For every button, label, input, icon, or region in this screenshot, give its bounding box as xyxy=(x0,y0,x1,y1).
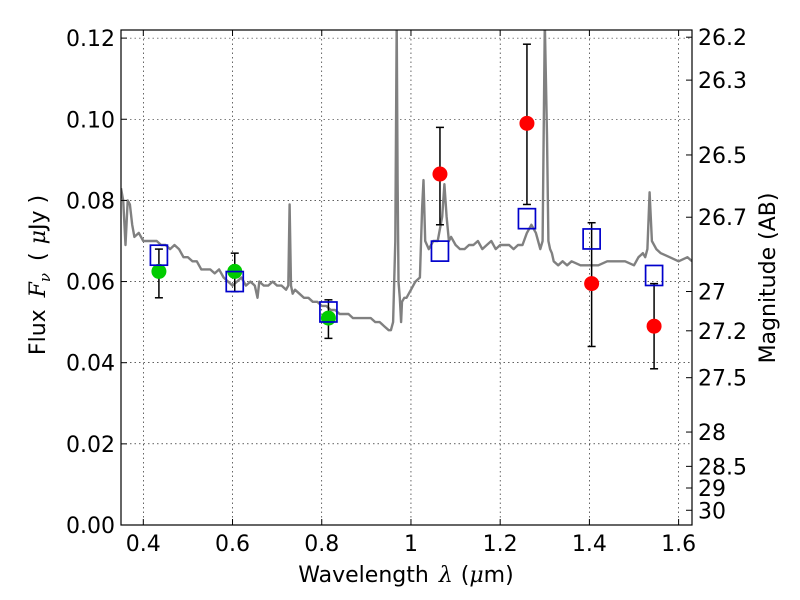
y2-tick-label: 26.5 xyxy=(698,144,747,169)
x-tick-label: 0.8 xyxy=(304,532,339,557)
model-synthetic-point xyxy=(517,207,537,230)
grid xyxy=(121,30,692,526)
x-tick-label: 0.6 xyxy=(215,532,250,557)
model-synthetic-point xyxy=(149,244,169,267)
model-synthetic-point xyxy=(644,264,664,287)
y2-tick-label: 27 xyxy=(698,281,726,306)
x-tick-label: 1 xyxy=(404,532,418,557)
y2-tick-label: 27.2 xyxy=(698,320,747,345)
y-tick-label: 0.04 xyxy=(66,352,115,377)
y-axis-label-unit-rest: Jy ) xyxy=(26,195,51,232)
model-synthetic-point xyxy=(430,240,450,262)
y2-tick-label: 26.2 xyxy=(698,26,747,51)
x-axis-label-unit-mu: μ xyxy=(469,563,483,588)
observed-red-point xyxy=(519,115,535,131)
y2-tick-label: 29 xyxy=(698,477,726,502)
x-tick-label: 1.4 xyxy=(572,532,607,557)
x-axis-label-unit-rest: m) xyxy=(484,563,514,588)
observed-red-point xyxy=(584,276,600,292)
y-tick-label: 0.08 xyxy=(66,189,115,214)
x-tick-label: 1.6 xyxy=(661,532,696,557)
x-tick-label: 0.4 xyxy=(126,532,161,557)
x-axis-label: Wavelength λ (μm) xyxy=(298,563,513,588)
y-axis-label-nu: ν xyxy=(36,273,54,282)
model-synthetic-point xyxy=(225,270,245,293)
y-axis-label-text: Flux xyxy=(26,309,51,355)
plot-frame xyxy=(120,29,693,526)
observed-green-point xyxy=(151,263,167,279)
y-tick-label: 0.12 xyxy=(66,27,115,52)
model-synthetic-point xyxy=(319,301,338,323)
plot-area xyxy=(121,30,692,370)
y-tick-label: 0.10 xyxy=(66,108,115,133)
y2-tick-label: 26.3 xyxy=(698,69,747,94)
x-axis-label-lambda: λ xyxy=(438,563,453,588)
y-tick-label: 0.00 xyxy=(66,514,115,539)
model-spectrum-line xyxy=(121,30,692,332)
y2-tick-label: 28 xyxy=(698,421,726,446)
x-axis-label-text: Wavelength xyxy=(298,563,429,588)
observed-green-point xyxy=(320,310,336,326)
y2-tick-label: 27.5 xyxy=(698,367,747,392)
y-tick-label: 0.02 xyxy=(66,433,115,458)
y2-axis-label: Magnitude (AB) xyxy=(756,193,781,364)
y-axis-label-F: F xyxy=(26,281,51,298)
x-tick-label: 1.2 xyxy=(483,532,518,557)
observed-red-point xyxy=(646,318,662,334)
y-axis-label: Flux Fν ( μJy ) xyxy=(26,195,54,355)
model-synthetic-point xyxy=(582,228,601,250)
y2-tick-label: 26.7 xyxy=(698,206,747,231)
x-axis-label-unit-open: ( xyxy=(461,563,470,588)
y-tick-label: 0.06 xyxy=(66,271,115,296)
y2-tick-label: 28.5 xyxy=(698,455,747,480)
y2-tick-label: 30 xyxy=(698,499,726,524)
axis-ticks: 0.4 0.6 0.8 1 1.2 1.4 1.6 0.00 0.02 0.04 0.06 0.08 0… xyxy=(66,26,747,557)
y-axis-label-unit-open: ( xyxy=(26,252,51,261)
observed-red-point xyxy=(432,166,448,182)
y-axis-label-unit-mu: μ xyxy=(26,230,51,244)
